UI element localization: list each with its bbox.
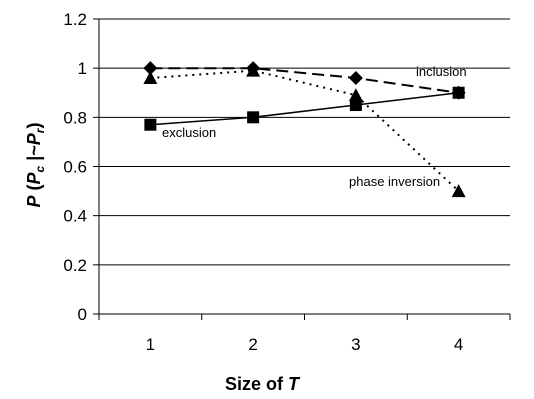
data-point-exclusion-2 [247,111,260,124]
y-tick-label-0.4: 0.4 [63,207,87,226]
x-axis-label-var: T [288,374,301,394]
x-tick-label-1: 1 [146,335,155,354]
series-label-phase-inversion: phase inversion [349,174,440,189]
y-label-c-sub: c [33,165,47,172]
data-point-inclusion-3 [348,71,363,85]
data-point-phase-inversion-1 [143,71,158,84]
data-point-phase-inversion-2 [246,63,261,77]
y-label-open: ( [24,184,44,195]
x-tick-label-2: 2 [248,335,257,354]
y-label-mid: |~ [24,145,44,166]
data-point-phase-inversion-4 [451,184,466,198]
y-label-pr: P [24,132,44,145]
y-tick-label-0.8: 0.8 [63,108,87,127]
y-label-r-sub: r [33,127,47,133]
series-group [143,61,466,198]
data-point-phase-inversion-3 [348,88,363,102]
y-label-pc: P [24,171,44,184]
gridlines [99,18,510,266]
y-tick-label-0.6: 0.6 [63,158,87,177]
data-point-inclusion-4 [451,85,466,100]
y-tick-labels: 0 0.2 0.4 0.6 0.8 1 1.2 [63,10,87,324]
y-tick-label-0.2: 0.2 [63,256,87,275]
data-point-exclusion-1 [144,118,157,131]
axes [93,18,511,320]
x-axis-label-prefix: Size of [225,374,288,394]
series-label-inclusion: inclusion [416,64,467,79]
series-line-exclusion [150,92,459,126]
series-line-phase-inversion [150,69,460,192]
data-point-inclusion-1 [143,61,158,76]
series-line-inclusion [150,67,459,94]
x-axis-label: Size of T [225,374,301,394]
y-label-p: P [24,194,44,207]
x-tick-label-3: 3 [351,335,360,354]
y-axis-label: P (Pc |~Pr) [24,123,47,208]
data-point-exclusion-3 [349,99,362,112]
y-tick-label-0: 0 [78,305,87,324]
series-label-exclusion: exclusion [162,125,216,140]
x-tick-labels: 1 2 3 4 [146,335,464,354]
y-tick-label-1.2: 1.2 [63,10,87,29]
x-tick-label-4: 4 [454,335,463,354]
y-tick-label-1: 1 [78,59,87,78]
y-label-close: ) [24,123,44,129]
